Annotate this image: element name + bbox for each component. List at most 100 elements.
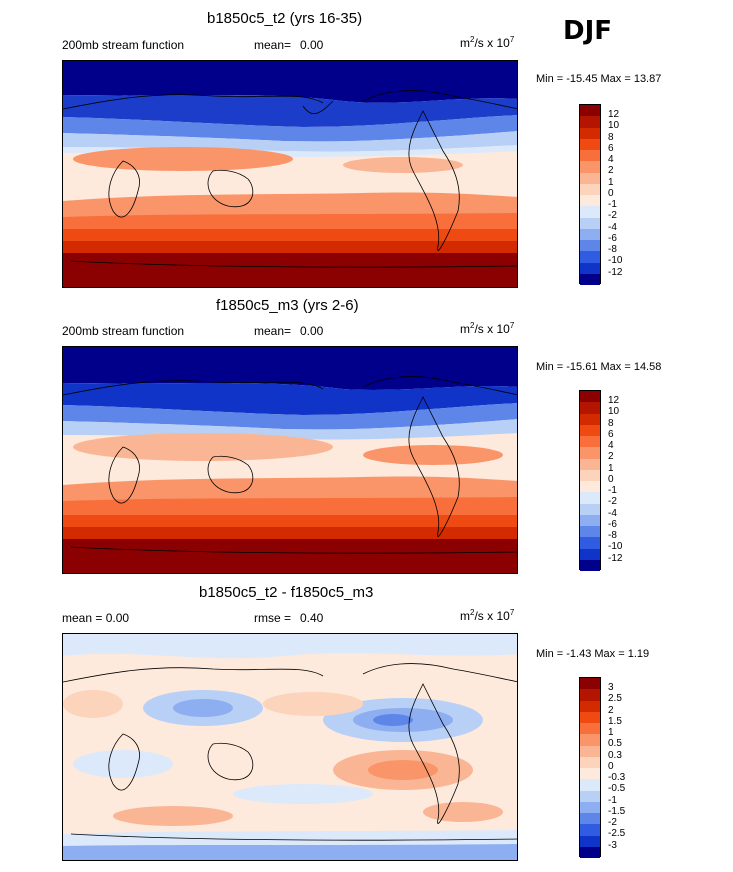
band (63, 229, 517, 241)
panel3-tick: -0.3 (608, 772, 626, 783)
panel1-tick: -12 (608, 267, 623, 278)
coastline (63, 376, 517, 554)
panel3-tick: 3 (608, 682, 614, 693)
blob (73, 147, 293, 171)
blob (368, 760, 438, 780)
panel3-title: b1850c5_t2 - f1850c5_m3 (199, 584, 374, 601)
blob (363, 445, 503, 465)
panel3-tick: 0.5 (608, 738, 622, 749)
panel1-tick: 10 (608, 120, 620, 131)
panel2-tick: 2 (608, 451, 614, 462)
panel2-tick: -10 (608, 541, 623, 552)
season-label: DJF (563, 16, 613, 46)
panel3-tick: -0.5 (608, 783, 626, 794)
panel2-map (62, 346, 518, 574)
panel3-tick: 0 (608, 761, 614, 772)
panel3-stat-value: 0.40 (300, 611, 324, 625)
band (63, 347, 517, 390)
blob (233, 784, 373, 804)
panel2-tick: -4 (608, 508, 617, 519)
band (63, 213, 517, 231)
band (63, 527, 517, 539)
panel1-tick: 6 (608, 143, 614, 154)
panel3-tick: -1.5 (608, 806, 626, 817)
blob (263, 692, 363, 716)
blob (63, 690, 123, 718)
panel1-tick: -2 (608, 210, 617, 221)
band (63, 95, 517, 127)
panel1-tick: -8 (608, 244, 617, 255)
panel2-stat-label: mean= (254, 324, 292, 338)
panel3-mean-label: mean = 0.00 (62, 611, 130, 625)
panel3-tick: 2 (608, 705, 614, 716)
panel2-min-max: Min = -15.61 Max = 14.58 (536, 361, 662, 373)
panel1-stat-label: mean= (254, 38, 292, 52)
panel1-tick: 0 (608, 188, 614, 199)
panel2-stat-value: 0.00 (300, 324, 324, 338)
panel2-tick: 12 (608, 395, 620, 406)
panel1-stat-value: 0.00 (300, 38, 324, 52)
panel1-colorbar (579, 104, 601, 285)
panel2-tick: -12 (608, 553, 623, 564)
band (63, 403, 517, 430)
panel3-tick: -1 (608, 795, 617, 806)
blob (343, 157, 463, 173)
band (63, 515, 517, 527)
panel3-units: m2/s x 107 (460, 608, 515, 623)
panel1-tick: 4 (608, 154, 614, 165)
band (63, 241, 517, 253)
coastline (63, 663, 517, 841)
panel2-title: f1850c5_m3 (yrs 2-6) (216, 297, 359, 314)
panel1-tick: 12 (608, 109, 620, 120)
panel3-tick: -2 (608, 817, 617, 828)
panel2-tick: -2 (608, 496, 617, 507)
panel2-tick: 8 (608, 418, 614, 429)
blob (73, 433, 333, 461)
band (63, 61, 517, 103)
panel2-units: m2/s x 107 (460, 321, 515, 336)
panel1-tick: 8 (608, 132, 614, 143)
panel1-min-max: Min = -15.45 Max = 13.87 (536, 73, 662, 85)
band (63, 115, 517, 142)
panel3-colorbar (579, 677, 601, 858)
blob (73, 750, 173, 778)
panel3-tick: 1 (608, 727, 614, 738)
band (63, 253, 517, 287)
panel2-tick: -8 (608, 530, 617, 541)
panel3-stat-label: rmse = (254, 611, 292, 625)
band (63, 844, 517, 860)
panel2-colorbar (579, 390, 601, 571)
panel3-min-max: Min = -1.43 Max = 1.19 (536, 648, 650, 660)
panel3-tick: 2.5 (608, 693, 622, 704)
panel1-units: m2/s x 107 (460, 35, 515, 50)
panel3-map (62, 633, 518, 861)
blob (63, 634, 517, 659)
coastline (63, 90, 517, 268)
panel3-tick: 0.3 (608, 750, 622, 761)
panel1-tick: -6 (608, 233, 617, 244)
panel2-tick: 0 (608, 474, 614, 485)
panel1-title: b1850c5_t2 (yrs 16-35) (207, 10, 363, 27)
panel2-tick: 6 (608, 429, 614, 440)
blob (173, 699, 233, 717)
panel1-tick: 2 (608, 165, 614, 176)
panel1-tick: 1 (608, 177, 614, 188)
panel1-tick: -10 (608, 255, 623, 266)
blob (373, 714, 413, 726)
band (63, 131, 517, 152)
panel2-tick: -1 (608, 485, 617, 496)
panel2-tick: 10 (608, 406, 620, 417)
panel3-tick: -2.5 (608, 828, 626, 839)
band (63, 539, 517, 573)
panel1-tick: -4 (608, 222, 617, 233)
panel1-tick: -1 (608, 199, 617, 210)
panel2-tick: 1 (608, 463, 614, 474)
panel3-tick: -3 (608, 840, 617, 851)
blob (113, 806, 233, 826)
band (63, 497, 517, 517)
panel1-variable-label: 200mb stream function (62, 38, 185, 52)
panel2-tick: 4 (608, 440, 614, 451)
panel2-variable-label: 200mb stream function (62, 324, 185, 338)
panel3-tick: 1.5 (608, 716, 622, 727)
band (63, 383, 517, 415)
